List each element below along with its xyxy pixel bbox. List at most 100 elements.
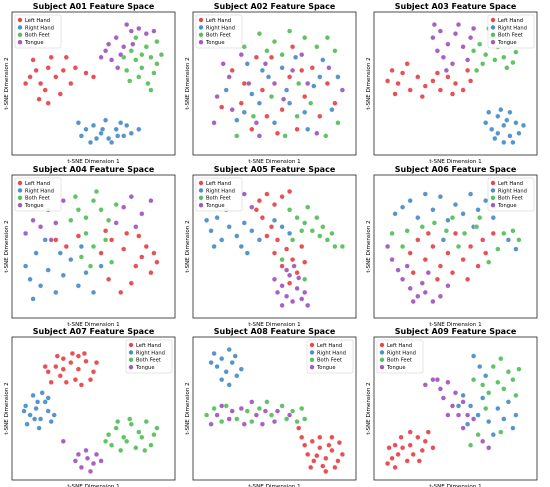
data-point (460, 257, 466, 263)
data-point (445, 283, 451, 289)
data-point (281, 96, 287, 102)
data-point (90, 460, 97, 467)
data-point (84, 455, 91, 461)
data-point (437, 194, 443, 200)
data-point (468, 78, 474, 84)
data-point (142, 447, 148, 453)
data-point (234, 416, 240, 422)
data-point (287, 230, 293, 236)
data-point (39, 390, 45, 396)
data-point (324, 35, 330, 41)
chart-title: Subject A09 Feature Space (395, 327, 517, 336)
legend-box (306, 339, 354, 374)
data-point (103, 48, 109, 54)
data-point (505, 399, 511, 405)
data-point (422, 83, 428, 89)
data-point (27, 412, 33, 418)
data-point (437, 293, 443, 299)
data-point (284, 87, 290, 93)
data-point (460, 399, 466, 405)
data-point (483, 250, 489, 256)
data-point (21, 408, 27, 414)
data-point (294, 419, 300, 425)
data-point (419, 94, 425, 100)
data-point (223, 369, 229, 375)
data-point (480, 382, 486, 388)
data-point (395, 80, 401, 87)
data-point (455, 243, 462, 250)
data-point (460, 211, 466, 217)
data-point (211, 350, 217, 357)
data-point (109, 237, 115, 243)
x-axis-label: t-SNE Dimension 1 (248, 322, 301, 328)
data-point (139, 65, 145, 71)
chart-title: Subject A07 Feature Space (33, 327, 155, 336)
data-point (23, 230, 29, 236)
data-point (314, 453, 320, 459)
data-point (410, 298, 416, 305)
data-point (279, 52, 285, 58)
data-point (317, 113, 323, 119)
data-point (136, 233, 142, 239)
data-point (234, 233, 240, 239)
chart-title: Subject A05 Feature Space (214, 165, 336, 174)
data-point (505, 369, 511, 375)
data-point (128, 194, 134, 200)
data-point (238, 243, 244, 250)
x-axis-label: t-SNE Dimension 1 (429, 484, 482, 487)
data-point (72, 194, 78, 200)
data-point (392, 442, 398, 448)
data-point (68, 257, 74, 263)
data-point (226, 416, 232, 422)
data-point (287, 74, 293, 80)
data-point (211, 405, 217, 412)
data-point (208, 360, 214, 366)
data-point (271, 217, 278, 223)
data-point (103, 228, 109, 234)
data-point (302, 259, 308, 265)
data-point (483, 120, 489, 126)
data-point (48, 379, 54, 385)
data-point (389, 67, 395, 73)
data-point (504, 117, 510, 123)
data-point (395, 267, 401, 273)
data-point (143, 243, 149, 250)
data-point (53, 220, 59, 226)
data-point (471, 416, 477, 422)
data-point (513, 246, 519, 252)
data-point (143, 419, 149, 425)
data-point (308, 100, 314, 106)
data-point (495, 113, 501, 119)
data-point (332, 243, 338, 250)
data-point (115, 133, 121, 139)
data-point (115, 419, 121, 425)
data-point (284, 246, 290, 252)
data-point (317, 74, 323, 80)
data-point (30, 392, 36, 398)
data-point (395, 451, 401, 457)
data-point (264, 191, 270, 197)
legend-marker (309, 365, 315, 370)
data-point (60, 366, 66, 372)
data-point (513, 412, 519, 418)
data-point (241, 191, 247, 197)
data-point (219, 356, 225, 362)
data-point (314, 215, 320, 221)
data-point (249, 399, 255, 405)
data-point (60, 198, 66, 204)
x-axis-label: t-SNE Dimension 1 (248, 159, 301, 165)
data-point (477, 41, 483, 47)
legend-label: Right Hand (206, 188, 235, 194)
data-point (121, 434, 127, 440)
data-point (38, 224, 44, 230)
legend-box (487, 177, 535, 212)
data-point (259, 87, 265, 93)
data-point (445, 250, 451, 256)
data-point (279, 283, 285, 289)
data-point (274, 289, 281, 295)
data-point (431, 22, 437, 28)
data-point (208, 228, 214, 234)
data-point (226, 347, 232, 353)
legend-label: Right Hand (498, 188, 527, 194)
